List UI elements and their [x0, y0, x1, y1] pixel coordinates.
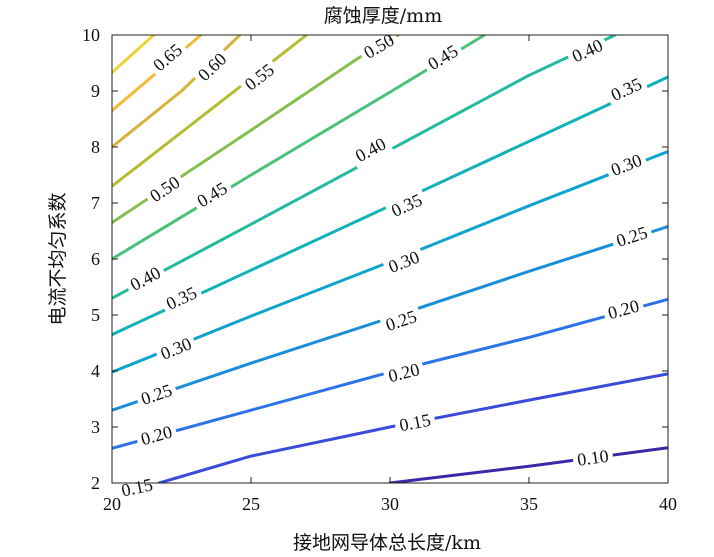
axis-ticks: 20 25 30 35 40 2 3 4 5 6 7 8 9 10: [82, 25, 677, 514]
x-tick-label: 40: [659, 494, 677, 514]
plot-area: 0.100.150.150.200.200.200.250.250.250.30…: [82, 25, 677, 514]
contour-label: 0.15: [398, 410, 433, 436]
y-tick-label: 8: [91, 137, 100, 157]
x-tick-label: 30: [381, 494, 399, 514]
y-tick-label: 5: [91, 305, 100, 325]
y-tick-label: 3: [91, 417, 100, 437]
y-tick-label: 6: [91, 249, 100, 269]
y-axis-label: 电流不均匀系数: [47, 192, 69, 325]
contour-line-0.15: [157, 372, 668, 483]
contour-line-top: [112, 35, 156, 75]
contour-label: 0.20: [606, 296, 642, 324]
contour-label: 0.15: [120, 474, 155, 500]
contour-line-0.10: [388, 446, 668, 483]
y-tick-label: 4: [91, 361, 100, 381]
y-tick-label: 10: [82, 25, 100, 45]
x-tick-label: 20: [103, 494, 121, 514]
x-axis-label: 接地网导体总长度/km: [293, 532, 481, 554]
contour-label: 0.25: [138, 380, 174, 409]
contour-label: 0.20: [386, 359, 421, 386]
y-tick-label: 2: [91, 473, 100, 493]
y-tick-label: 9: [91, 81, 100, 101]
contour-label: 0.25: [614, 222, 650, 251]
x-tick-label: 35: [520, 494, 538, 514]
contour-label: 0.10: [576, 446, 610, 470]
contour-labels: 0.100.150.150.200.200.200.250.250.250.30…: [115, 26, 655, 503]
x-tick-label: 25: [242, 494, 260, 514]
contour-label: 0.20: [139, 422, 175, 450]
contour-label: 0.25: [383, 306, 419, 335]
y-tick-label: 7: [91, 193, 100, 213]
chart-title: 腐蚀厚度/mm: [324, 5, 442, 27]
contour-line-0.40: [112, 35, 617, 300]
